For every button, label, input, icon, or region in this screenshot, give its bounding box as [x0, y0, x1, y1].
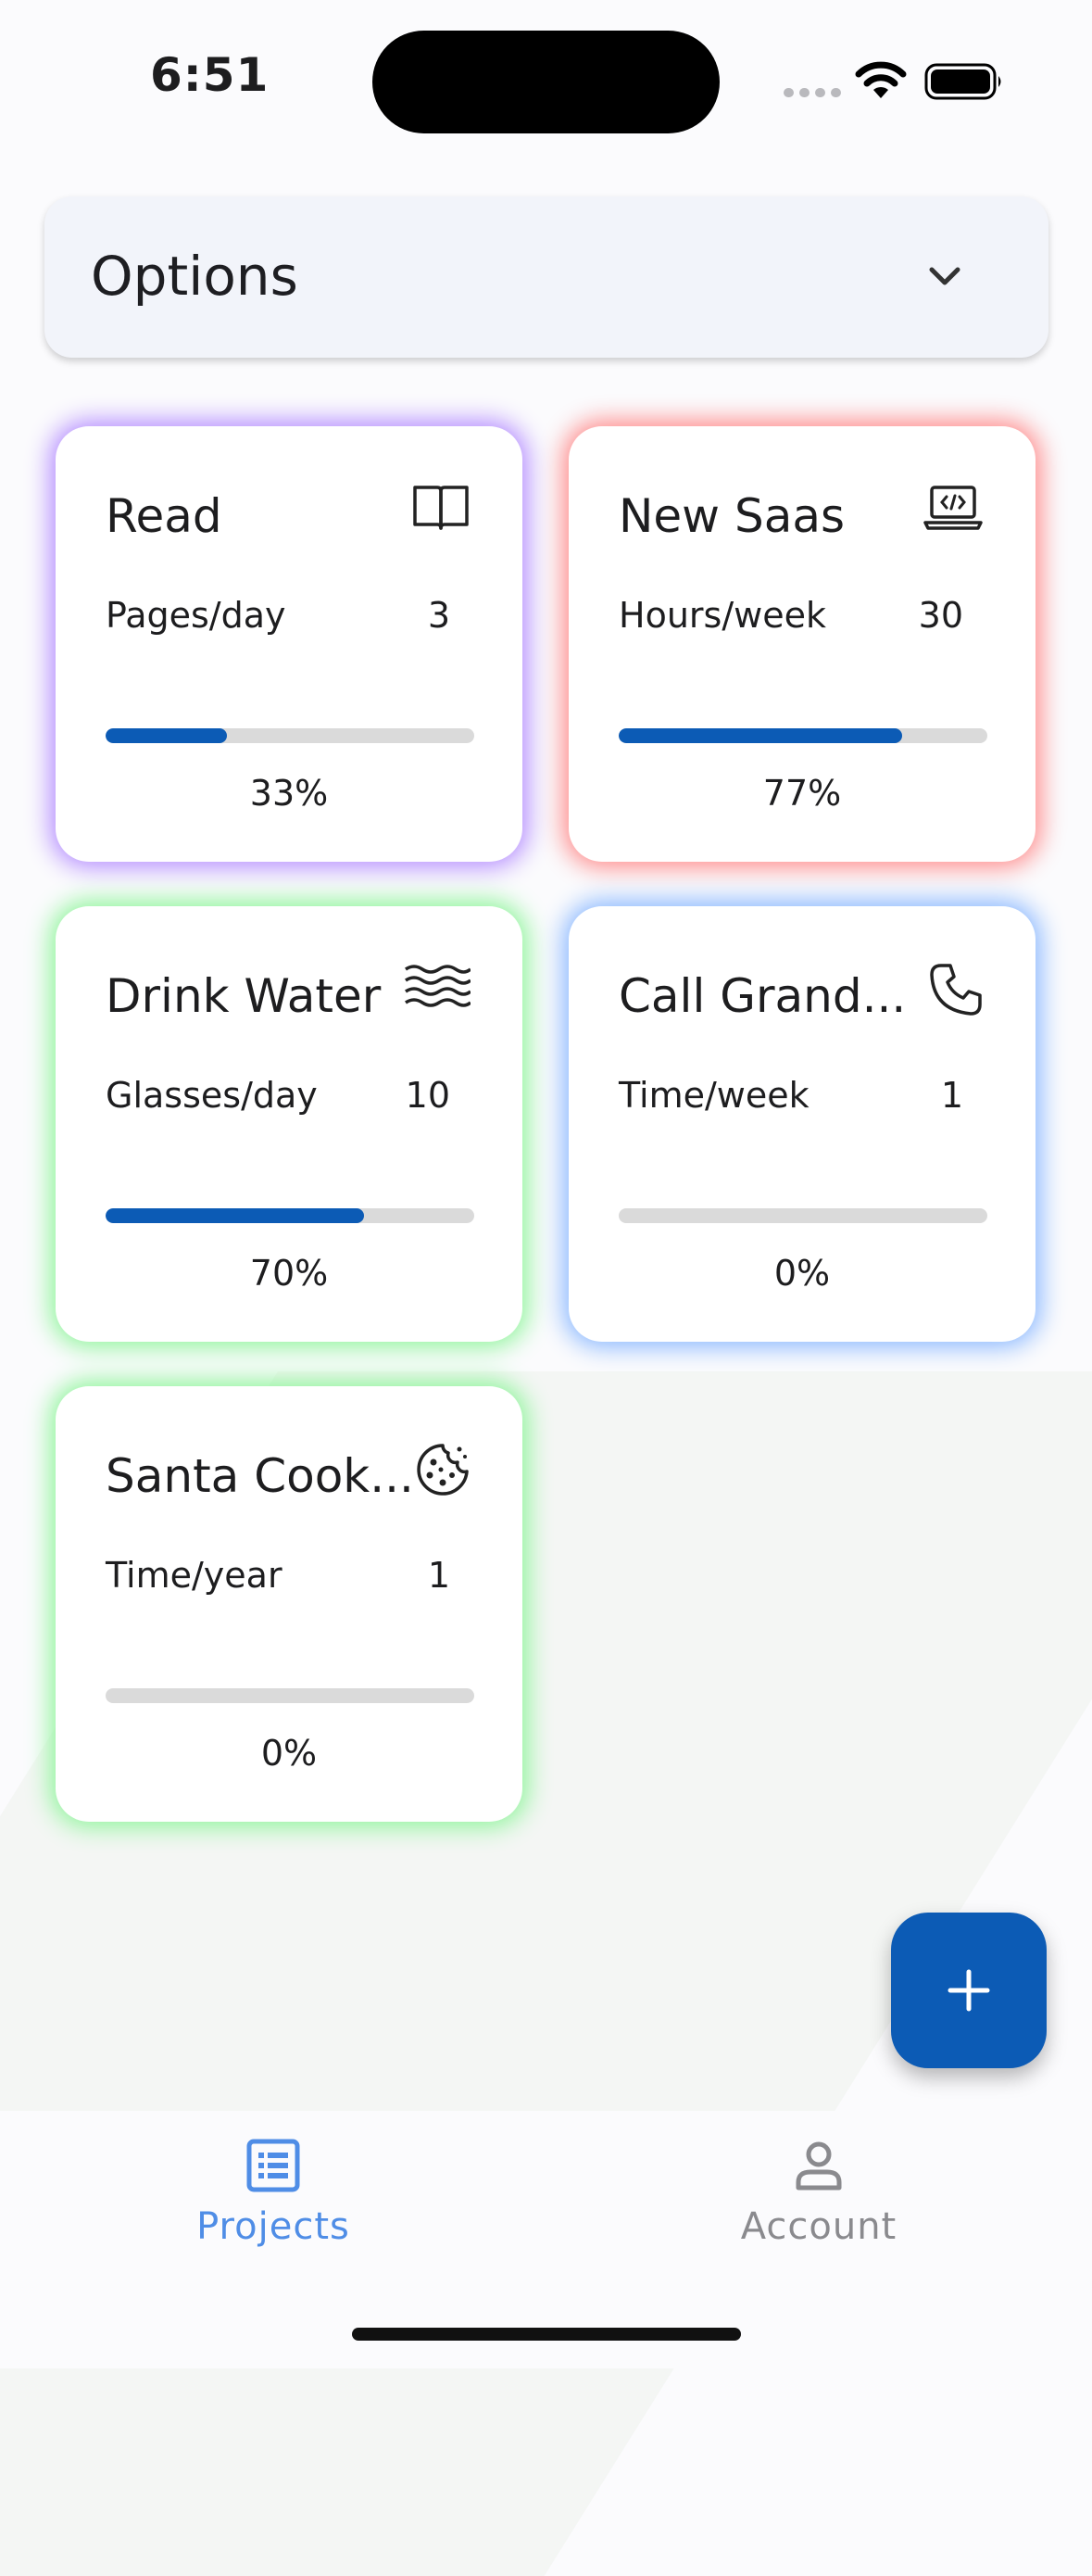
nav-account[interactable]: Account: [671, 2139, 967, 2248]
progress-track: [106, 1688, 474, 1703]
chevron-down-icon: [929, 267, 960, 285]
progress-fill: [106, 728, 228, 743]
metric-label: Time/year: [106, 1555, 282, 1596]
cellular-signal-icon: [784, 88, 841, 97]
project-card-new-saas[interactable]: New Saas Hours/week 30 77%: [569, 426, 1036, 862]
progress-percent: 77%: [762, 773, 842, 814]
metric-value: 1: [940, 1075, 963, 1116]
metric-label: Glasses/day: [106, 1075, 318, 1116]
progress-percent: 0%: [773, 1253, 831, 1294]
progress-track: [619, 1208, 987, 1223]
card-title: Drink Water: [106, 969, 382, 1023]
cookie-icon: [417, 1444, 469, 1496]
progress-percent: 0%: [260, 1733, 318, 1774]
progress-percent: 33%: [249, 773, 329, 814]
nav-projects[interactable]: Projects: [125, 2139, 421, 2248]
progress-track: [106, 1208, 474, 1223]
card-title: Read: [106, 489, 222, 543]
metric-label: Hours/week: [619, 595, 826, 636]
progress-percent: 70%: [249, 1253, 329, 1294]
phone-icon: [930, 964, 982, 1016]
card-title: Call Grand...: [619, 969, 907, 1023]
project-card-santa-cook[interactable]: Santa Cook... Time/year 1 0%: [56, 1386, 522, 1822]
progress-track: [619, 728, 987, 743]
dynamic-island: [372, 31, 720, 133]
metric-value: 3: [427, 595, 450, 636]
water-waves-icon: [405, 965, 471, 1007]
plus-icon: [948, 1969, 990, 2012]
options-dropdown[interactable]: Options: [44, 196, 1048, 358]
metric-value: 30: [918, 595, 963, 636]
card-title: Santa Cook...: [106, 1449, 414, 1503]
person-icon: [796, 2141, 842, 2191]
metric-value: 1: [427, 1555, 450, 1596]
nav-account-label: Account: [740, 2205, 897, 2248]
laptop-code-icon: [923, 486, 983, 530]
progress-fill: [106, 1208, 364, 1223]
book-icon: [413, 486, 469, 530]
metric-label: Time/week: [619, 1075, 810, 1116]
progress-fill: [619, 728, 903, 743]
project-card-read[interactable]: Read Pages/day 3 33%: [56, 426, 522, 862]
metric-label: Pages/day: [106, 595, 286, 636]
progress-track: [106, 728, 474, 743]
add-project-button[interactable]: [891, 1913, 1047, 2068]
list-icon: [246, 2139, 300, 2192]
home-indicator: [352, 2328, 741, 2341]
battery-icon: [924, 63, 1001, 100]
nav-projects-label: Projects: [196, 2205, 350, 2248]
status-bar: 6:51: [0, 0, 1092, 148]
bottom-navigation: Projects Account: [0, 2111, 1092, 2368]
wifi-icon: [855, 61, 907, 98]
status-time: 6:51: [150, 48, 270, 102]
card-title: New Saas: [619, 489, 846, 543]
project-card-call-grand[interactable]: Call Grand... Time/week 1 0%: [569, 906, 1036, 1342]
project-card-drink-water[interactable]: Drink Water Glasses/day 10 70%: [56, 906, 522, 1342]
metric-value: 10: [405, 1075, 450, 1116]
options-label: Options: [91, 245, 298, 308]
